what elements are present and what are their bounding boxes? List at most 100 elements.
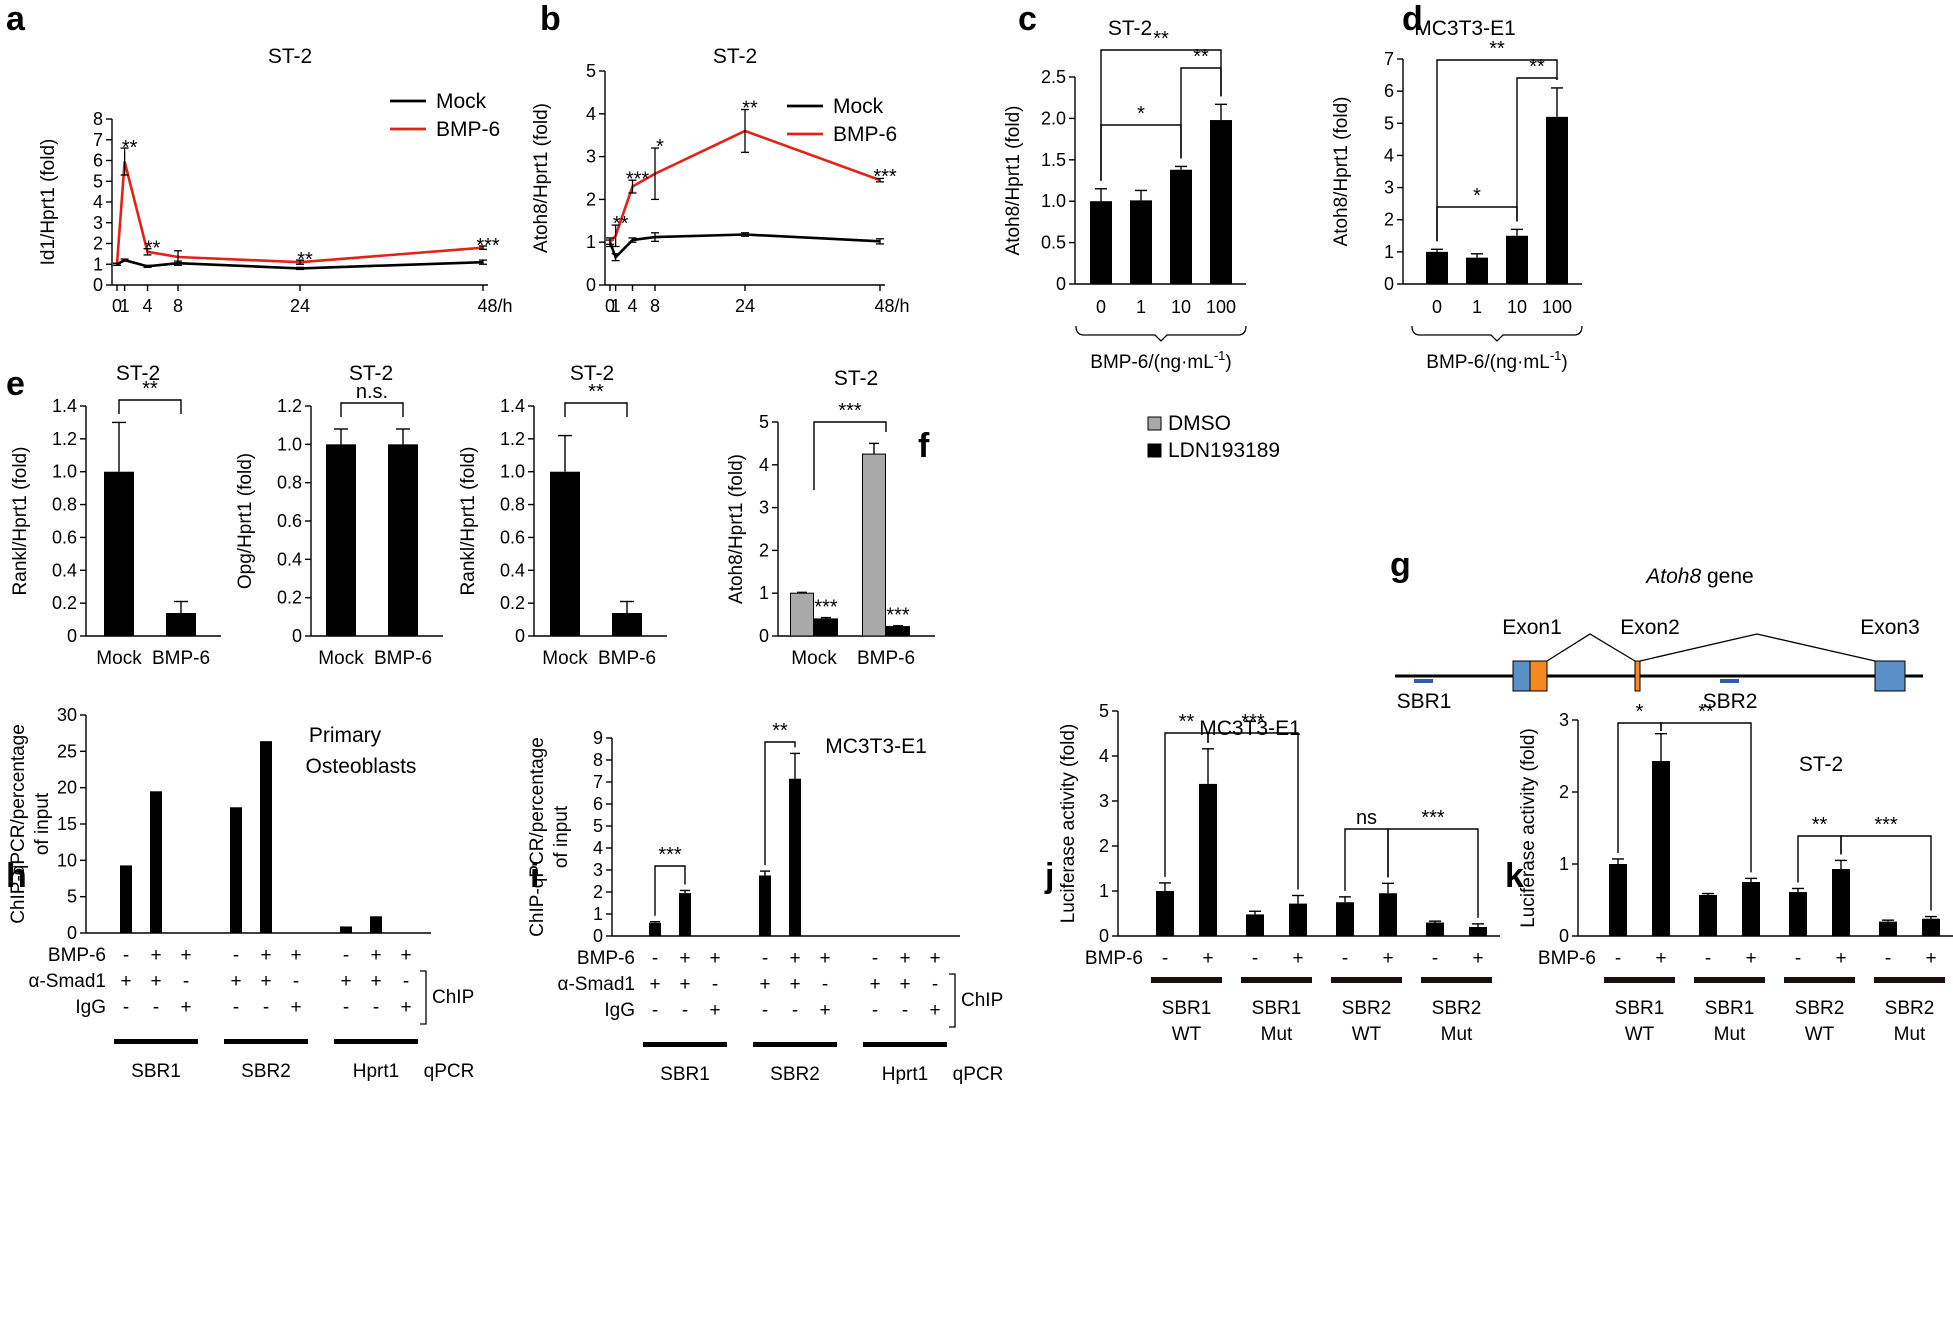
bar	[1922, 918, 1940, 936]
y-tick-label: 5	[759, 412, 769, 432]
row-sign: +	[370, 971, 381, 992]
legend-label: LDN193189	[1168, 439, 1280, 462]
significance-label: **	[1812, 814, 1828, 836]
y-tick-label: 1.2	[52, 429, 77, 449]
row-sign: -	[1705, 948, 1711, 969]
row-sign: -	[123, 945, 129, 966]
panel-label-b: b	[540, 0, 561, 38]
group-bar	[1874, 977, 1945, 983]
group-label: SBR2	[1795, 998, 1845, 1019]
x-axis-label-main: BMP-6/(ng·mL	[1090, 352, 1214, 373]
row-sign: +	[150, 945, 161, 966]
significance-label: n.s.	[356, 381, 388, 403]
bar	[1156, 891, 1174, 936]
y-tick-label: 7	[593, 772, 603, 792]
row-sign: -	[822, 974, 828, 995]
significance-label: *	[656, 136, 664, 158]
gene-title: Atoh8 gene	[1644, 565, 1753, 588]
exon3-label: Exon3	[1860, 616, 1920, 639]
x-axis-label-superscript: -1	[1214, 348, 1226, 363]
chart-title: ST-2	[713, 45, 757, 68]
group-bar	[1694, 977, 1765, 983]
chart-f: ST-2 0 1 2 3 4 5 Atoh8/Hprt1 (fold) Mock BMP-6 ***…	[726, 367, 1280, 669]
row-sign: +	[180, 997, 191, 1018]
y-tick-label: 4	[593, 838, 603, 858]
gene-title-name: Atoh8	[1644, 565, 1701, 588]
significance-bracket	[1344, 828, 1389, 891]
qpcr-label: qPCR	[424, 1061, 475, 1082]
y-tick-label: 1.2	[277, 396, 302, 416]
row-sign: +	[1835, 948, 1846, 969]
y-tick-label: 0.5	[1041, 233, 1066, 253]
bar	[104, 471, 134, 636]
row-label: BMP-6	[1085, 948, 1143, 969]
group-label: SBR2	[241, 1061, 291, 1082]
x-tick-label: 24	[290, 296, 310, 316]
y-tick-label: 4	[1099, 746, 1109, 766]
bar	[326, 444, 356, 636]
y-tick-label: 2	[586, 189, 596, 209]
group-bar	[1604, 977, 1675, 983]
row-sign: -	[932, 974, 938, 995]
x-axis-label-main: BMP-6/(ng·mL	[1426, 352, 1550, 373]
bar	[1832, 869, 1850, 936]
y-tick-label: 5	[67, 887, 77, 907]
row-label: IgG	[604, 1000, 635, 1021]
y-tick-label: 1.0	[500, 462, 525, 482]
panel-label-f: f	[918, 427, 930, 465]
row-sign: +	[899, 974, 910, 995]
row-sign: +	[370, 945, 381, 966]
chart-title: Primary	[309, 724, 382, 747]
group-bar	[1151, 977, 1222, 983]
significance-label: ***	[838, 400, 862, 422]
x-tick-label: 4	[627, 296, 637, 316]
chart-d: MC3T3-E1 0 1 2 3 4 5 6 7 Atoh8/Hprt1 (fold) 0 1 10 10…	[1331, 17, 1583, 373]
bar	[789, 778, 801, 936]
bar	[1199, 783, 1217, 936]
category-brace	[1411, 325, 1583, 342]
significance-bracket	[1100, 124, 1182, 181]
exon3-box	[1874, 660, 1906, 692]
panel-label-a: a	[6, 0, 26, 38]
significance-label: **	[122, 137, 138, 159]
legend-swatch-ldn193189	[1147, 443, 1162, 458]
y-tick-label: 2.0	[1041, 108, 1066, 128]
x-tick-label: 24	[735, 296, 755, 316]
group-label: Hprt1	[882, 1064, 928, 1085]
significance-label: **	[1698, 701, 1714, 723]
significance-label: **	[742, 98, 758, 120]
significance-bracket	[813, 421, 887, 490]
bar	[1789, 892, 1807, 936]
row-sign: +	[1472, 948, 1483, 969]
y-tick-label: 1	[1384, 242, 1394, 262]
legend-label: Mock	[436, 90, 487, 113]
exon1-coding-box	[1512, 660, 1531, 692]
y-tick-label: 3	[1559, 710, 1569, 730]
y-tick-label: 1.0	[1041, 191, 1066, 211]
series-line-bmp6	[609, 129, 881, 244]
significance-label: **	[772, 720, 788, 742]
bar	[1170, 169, 1192, 284]
row-sign: +	[899, 948, 910, 969]
y-tick-label: 2	[1559, 782, 1569, 802]
row-sign: +	[290, 945, 301, 966]
y-tick-label: 0.6	[500, 527, 525, 547]
row-sign: -	[1252, 948, 1258, 969]
bar	[260, 741, 272, 933]
group-sublabel: Mut	[1894, 1024, 1926, 1045]
y-axis-label-line2: of input	[551, 805, 572, 868]
group-label: SBR2	[1885, 998, 1935, 1019]
y-tick-label: 3	[1384, 178, 1394, 198]
x-axis-label-end: )	[1225, 352, 1231, 373]
gene-title-suffix: gene	[1701, 565, 1754, 588]
bar	[388, 444, 418, 636]
y-tick-label: 1	[93, 254, 103, 274]
y-tick-label: 0	[1559, 926, 1569, 946]
bar	[1130, 200, 1152, 284]
y-tick-label: 1.5	[1041, 150, 1066, 170]
y-tick-label: 0.2	[500, 593, 525, 613]
row-sign: -	[233, 945, 239, 966]
y-tick-label: 4	[759, 455, 769, 475]
chart-title: ST-2	[834, 367, 878, 390]
row-sign: -	[652, 948, 658, 969]
